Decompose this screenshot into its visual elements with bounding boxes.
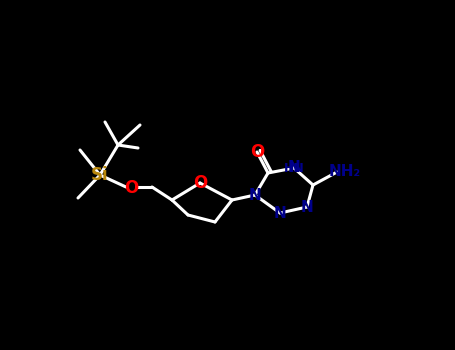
Text: N: N	[301, 199, 313, 215]
Text: NH₂: NH₂	[329, 164, 361, 180]
Text: N: N	[248, 188, 261, 203]
Text: Si: Si	[91, 166, 109, 184]
Text: HN: HN	[283, 161, 304, 175]
Text: O: O	[250, 143, 264, 161]
Text: N: N	[273, 205, 286, 220]
Text: O: O	[193, 174, 207, 192]
Text: O: O	[124, 179, 138, 197]
Text: N: N	[288, 161, 300, 175]
